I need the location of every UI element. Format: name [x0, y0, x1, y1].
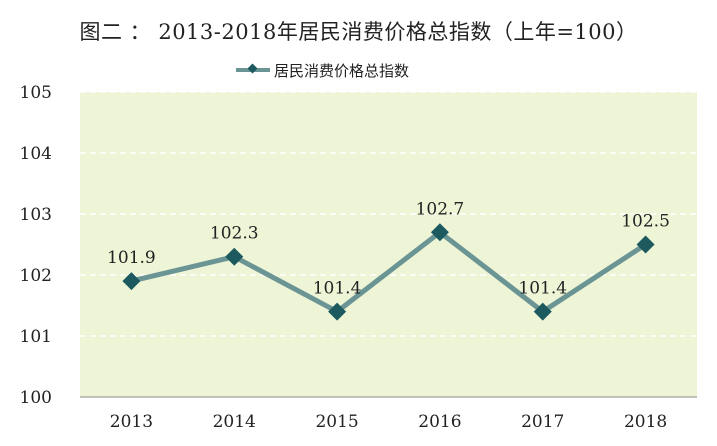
data-label: 102.7	[416, 199, 465, 219]
data-label: 101.9	[107, 248, 156, 268]
x-tick-label: 2013	[110, 412, 153, 432]
chart-title: 图二 ： 2013-2018年居民消费价格总指数（上年=100）	[79, 20, 638, 44]
x-tick-label: 2017	[521, 412, 564, 432]
data-label: 102.5	[621, 212, 670, 232]
x-tick-label: 2015	[315, 412, 358, 432]
x-tick-label: 2014	[213, 412, 256, 432]
series-line	[130, 229, 647, 315]
y-tick-label: 103	[20, 205, 52, 225]
data-label: 101.4	[313, 279, 362, 299]
y-tick-label: 102	[20, 266, 52, 286]
data-point	[533, 302, 552, 321]
data-label: 102.3	[210, 224, 259, 244]
y-tick-label: 105	[20, 83, 52, 103]
data-point	[328, 302, 347, 321]
x-tick-label: 2018	[624, 412, 667, 432]
data-point	[636, 235, 655, 254]
legend: 居民消费价格总指数	[236, 60, 409, 80]
plot-area	[80, 92, 697, 397]
legend-label: 居民消费价格总指数	[274, 61, 410, 80]
data-point	[430, 223, 449, 242]
y-tick-label: 100	[20, 388, 52, 408]
y-tick-label: 101	[20, 327, 52, 347]
y-tick-label: 104	[20, 144, 52, 164]
data-point	[122, 272, 141, 291]
data-point	[225, 247, 244, 266]
legend-line-swatch	[236, 63, 270, 74]
x-tick-label: 2016	[418, 412, 461, 432]
data-label: 101.4	[518, 279, 567, 299]
